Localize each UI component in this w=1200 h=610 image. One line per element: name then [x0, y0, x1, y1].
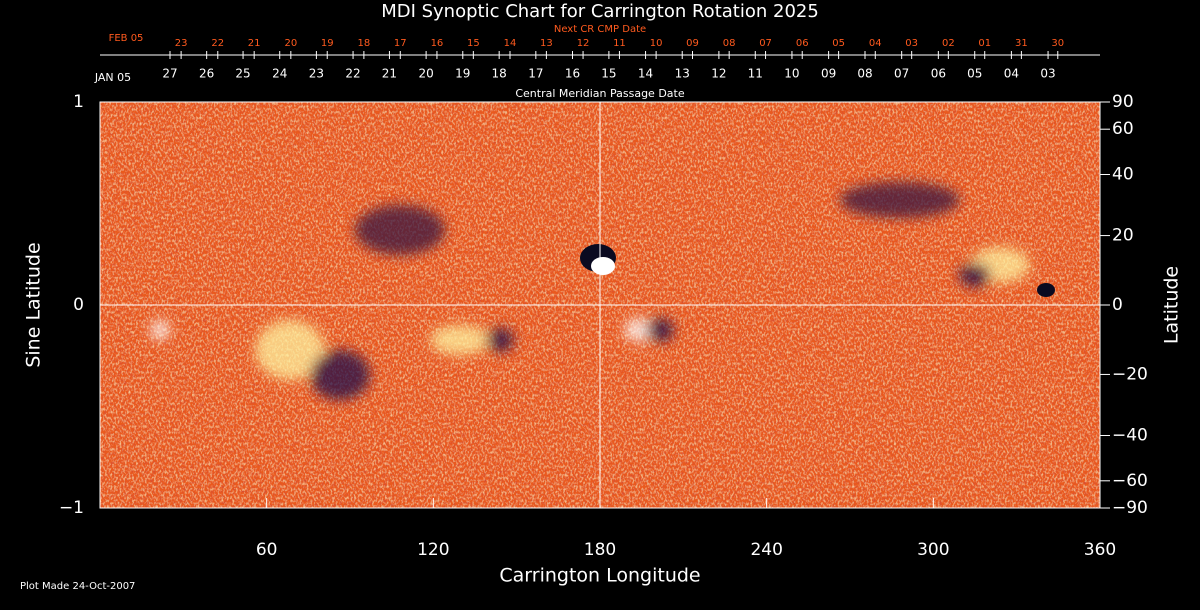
cmp-label: Central Meridian Passage Date: [515, 87, 684, 100]
y2-axis-title: Latitude: [1161, 266, 1183, 344]
date-label: 31: [1015, 38, 1028, 49]
next-cr-label: Next CR CMP Date: [554, 24, 646, 35]
date-label: 18: [358, 38, 371, 49]
date-label: 02: [942, 38, 955, 49]
y-tick-label: 1: [73, 92, 84, 112]
y2-tick-label: −20: [1112, 364, 1148, 384]
date-label: 22: [211, 38, 224, 49]
y-tick-label: 0: [73, 295, 84, 315]
x-tick-label: 240: [750, 540, 782, 560]
date-label: 06: [931, 67, 946, 81]
y2-tick-label: 90: [1112, 92, 1134, 112]
y-axis-title: Sine Latitude: [23, 242, 45, 367]
x-tick-label: 360: [1084, 540, 1116, 560]
date-label: 01: [978, 38, 991, 49]
date-label: 16: [565, 67, 580, 81]
date-label: 06: [796, 38, 809, 49]
footnote: Plot Made 24-Oct-2007: [20, 581, 135, 592]
date-label: 21: [248, 38, 261, 49]
date-label: 20: [418, 67, 433, 81]
x-tick-label: 120: [417, 540, 449, 560]
date-label: 20: [284, 38, 297, 49]
date-label: 26: [199, 67, 214, 81]
date-label: 22: [345, 67, 360, 81]
date-label: 30: [1051, 38, 1064, 49]
date-label: 17: [528, 67, 543, 81]
date-label: 05: [832, 38, 845, 49]
date-label: 14: [504, 38, 517, 49]
cmp-start: JAN 05: [94, 71, 131, 84]
date-label: 08: [723, 38, 736, 49]
date-label: 12: [711, 67, 726, 81]
date-label: 15: [601, 67, 616, 81]
sunspot-negative: [1037, 283, 1055, 297]
date-label: 09: [686, 38, 699, 49]
magnetogram: [100, 102, 1100, 508]
y-tick-label: −1: [59, 498, 84, 518]
date-label: 11: [748, 67, 763, 81]
y2-tick-label: 20: [1112, 226, 1134, 246]
date-label: 12: [577, 38, 590, 49]
x-tick-label: 300: [917, 540, 949, 560]
date-label: 24: [272, 67, 287, 81]
y2-tick-label: 0: [1112, 295, 1123, 315]
date-label: 07: [759, 38, 772, 49]
y2-tick-label: 60: [1112, 119, 1134, 139]
date-label: 10: [650, 38, 663, 49]
x-tick-label: 180: [584, 540, 616, 560]
date-label: 13: [540, 38, 553, 49]
date-label: 25: [235, 67, 250, 81]
date-label: 08: [857, 67, 872, 81]
chart-title: MDI Synoptic Chart for Carrington Rotati…: [381, 1, 819, 22]
date-label: 21: [382, 67, 397, 81]
date-label: 27: [162, 67, 177, 81]
x-tick-label: 60: [256, 540, 278, 560]
date-label: 14: [638, 67, 653, 81]
date-label: 03: [905, 38, 918, 49]
x-axis-title: Carrington Longitude: [499, 565, 700, 587]
y2-tick-label: 40: [1112, 165, 1134, 185]
date-label: 05: [967, 67, 982, 81]
next-cr-start: FEB 05: [109, 33, 144, 44]
date-label: 23: [309, 67, 324, 81]
activity-regions: [150, 182, 1030, 400]
date-label: 19: [455, 67, 470, 81]
date-label: 09: [821, 67, 836, 81]
sunspot-positive: [591, 257, 615, 275]
y2-tick-label: −40: [1112, 425, 1148, 445]
date-label: 15: [467, 38, 480, 49]
date-label: 04: [869, 38, 882, 49]
date-label: 04: [1004, 67, 1019, 81]
y2-tick-label: −60: [1112, 471, 1148, 491]
date-label: 13: [675, 67, 690, 81]
y2-tick-label: −90: [1112, 498, 1148, 518]
date-label: 16: [431, 38, 444, 49]
date-label: 23: [175, 38, 188, 49]
date-label: 07: [894, 67, 909, 81]
date-label: 18: [492, 67, 507, 81]
date-label: 10: [784, 67, 799, 81]
date-label: 17: [394, 38, 407, 49]
date-label: 19: [321, 38, 334, 49]
date-label: 11: [613, 38, 626, 49]
date-label: 03: [1040, 67, 1055, 81]
